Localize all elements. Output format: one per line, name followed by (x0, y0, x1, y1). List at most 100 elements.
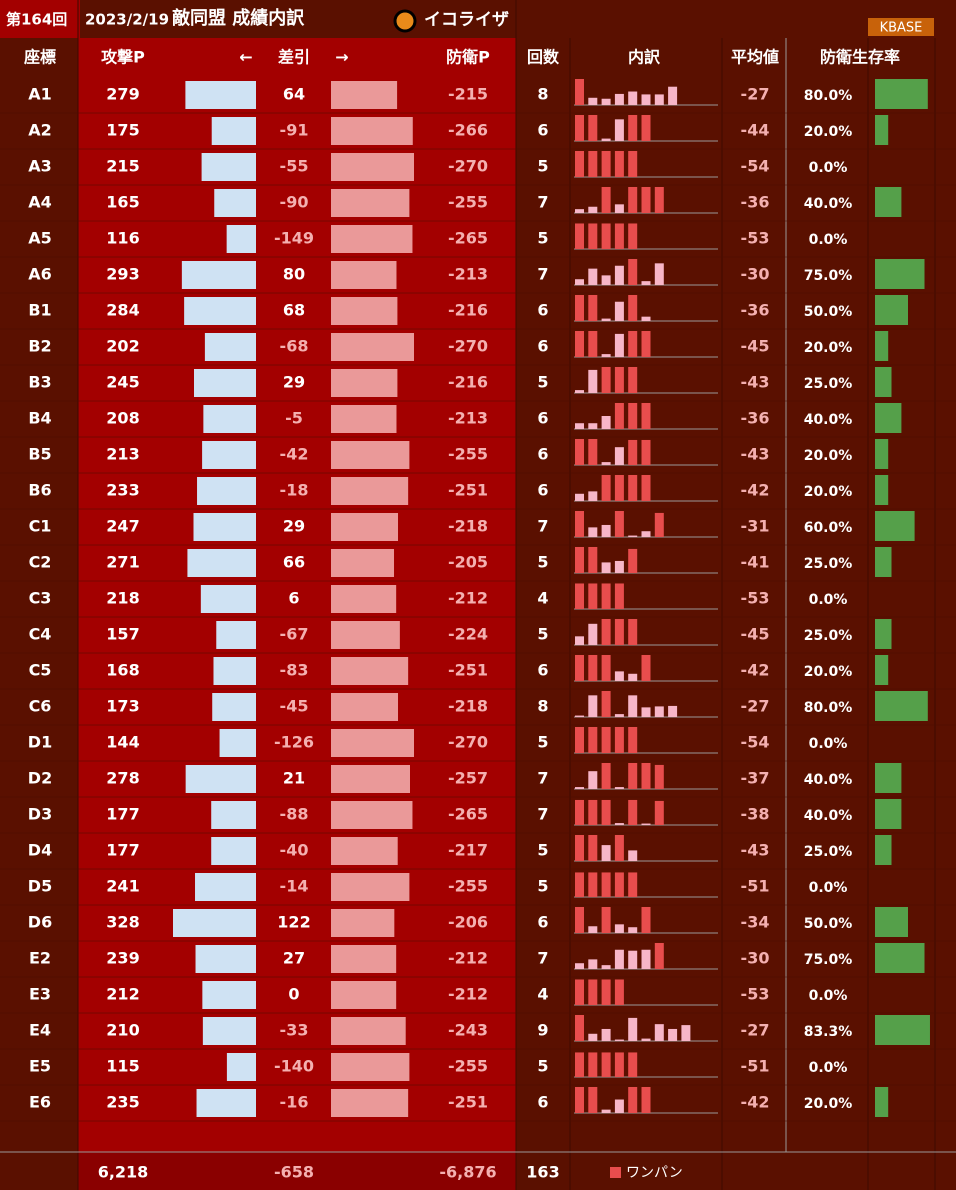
defense: -251 (448, 1093, 488, 1112)
survival: 20.0% (804, 1096, 853, 1112)
defense: -265 (448, 229, 488, 248)
avg: -45 (741, 625, 770, 644)
coord: B4 (28, 409, 51, 428)
attack: 202 (106, 337, 139, 356)
defense-bar (331, 333, 414, 361)
coord: B1 (28, 301, 51, 320)
attack-bar (196, 1089, 256, 1117)
breakdown-bar (628, 763, 638, 789)
diff: 0 (288, 985, 299, 1004)
attack-bar (193, 513, 256, 541)
breakdown-bar (601, 583, 611, 609)
breakdown-bar (614, 151, 624, 177)
avg: -36 (741, 301, 770, 320)
breakdown-bar (575, 209, 584, 213)
breakdown-bar (601, 1028, 611, 1041)
breakdown-bar (641, 655, 651, 681)
coord: A2 (28, 121, 52, 140)
coord: A3 (28, 157, 52, 176)
breakdown-bar (575, 1015, 584, 1041)
survival: 0.0% (809, 232, 848, 248)
attack-bar (181, 261, 256, 289)
defense-bar (331, 981, 397, 1009)
attack: 218 (106, 589, 139, 608)
breakdown-bar (601, 416, 611, 429)
avg: -41 (741, 553, 770, 572)
breakdown-bar (588, 1033, 598, 1041)
attack-bar (214, 189, 256, 217)
diff: -83 (280, 661, 309, 680)
breakdown-bar (628, 727, 638, 753)
diff: -88 (280, 805, 309, 824)
breakdown-bar (601, 979, 611, 1005)
breakdown-bar (575, 835, 584, 861)
defense-bar (331, 513, 399, 541)
attack: 115 (106, 1057, 139, 1076)
breakdown-bar (614, 671, 624, 681)
breakdown-bar (614, 265, 624, 285)
coord: E4 (29, 1021, 51, 1040)
breakdown-bar (601, 907, 611, 933)
breakdown-bar (641, 331, 651, 357)
breakdown-bar (575, 223, 584, 249)
breakdown-bar (601, 475, 611, 501)
coord: A5 (28, 229, 52, 248)
attack-bar (211, 117, 256, 145)
breakdown-bar (575, 799, 584, 825)
breakdown-bar (614, 93, 624, 105)
attack-bar (212, 693, 256, 721)
diff: 21 (283, 769, 305, 788)
survival-bar (875, 79, 928, 109)
breakdown-bar (614, 979, 624, 1005)
breakdown-bar (614, 1052, 624, 1077)
defense-bar (331, 81, 398, 109)
avg: -54 (741, 157, 770, 176)
avg: -43 (741, 373, 770, 392)
legend: ワンパン (626, 1165, 683, 1181)
defense-bar (331, 765, 411, 793)
survival: 25.0% (804, 376, 853, 392)
attack: 293 (106, 265, 139, 284)
survival-bar (875, 475, 889, 505)
attack-bar (200, 585, 256, 613)
breakdown-bar (601, 151, 611, 177)
attack: 233 (106, 481, 139, 500)
round: 第164回 (6, 11, 67, 29)
breakdown-bar (641, 763, 651, 789)
defense-bar (331, 261, 397, 289)
survival-bar (875, 115, 889, 145)
survival-bar (875, 331, 889, 361)
attack: 210 (106, 1021, 139, 1040)
breakdown-bar (601, 275, 611, 285)
attack: 165 (106, 193, 139, 212)
breakdown-bar (601, 619, 611, 645)
count: 9 (537, 1021, 548, 1040)
attack-bar (195, 945, 256, 973)
alliance-icon (393, 9, 417, 33)
survival-bar (875, 619, 892, 649)
breakdown-bar (614, 949, 624, 969)
breakdown-bar (654, 263, 664, 285)
defense-bar (331, 1053, 410, 1081)
diff: -55 (280, 157, 309, 176)
breakdown-bar (614, 333, 624, 357)
diff: -126 (274, 733, 314, 752)
survival: 20.0% (804, 664, 853, 680)
breakdown-bar (681, 1025, 691, 1041)
breakdown-bar (588, 295, 598, 321)
legend-swatch (610, 1167, 621, 1178)
coord: B6 (28, 481, 51, 500)
avg: -51 (741, 877, 770, 896)
breakdown-bar (588, 959, 598, 969)
breakdown-bar (601, 872, 611, 897)
coord: C1 (29, 517, 52, 536)
defense-bar (331, 405, 397, 433)
avg: -42 (741, 1093, 770, 1112)
breakdown-bar (668, 1028, 678, 1041)
breakdown-bar (628, 872, 638, 897)
defense-bar (331, 1089, 409, 1117)
breakdown-bar (654, 94, 664, 105)
title: 敵同盟 成績内訳 (172, 7, 305, 29)
diff: 27 (283, 949, 305, 968)
survival: 40.0% (804, 772, 853, 788)
